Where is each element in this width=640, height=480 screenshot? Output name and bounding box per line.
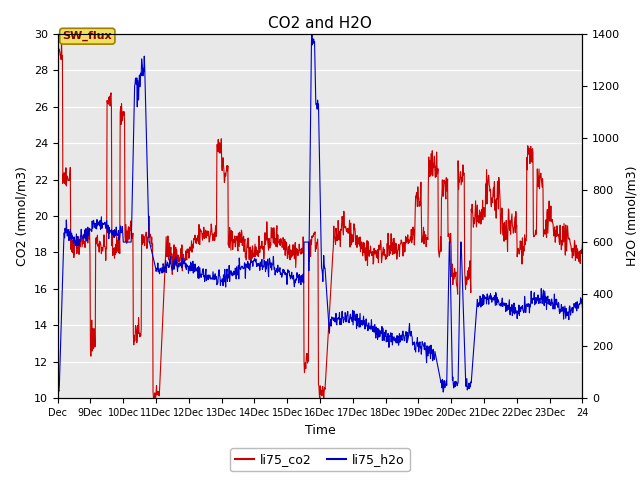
X-axis label: Time: Time	[305, 424, 335, 437]
Title: CO2 and H2O: CO2 and H2O	[268, 16, 372, 31]
Y-axis label: H2O (mmol/m3): H2O (mmol/m3)	[626, 166, 639, 266]
Legend: li75_co2, li75_h2o: li75_co2, li75_h2o	[230, 448, 410, 471]
Text: SW_flux: SW_flux	[63, 31, 112, 41]
Y-axis label: CO2 (mmol/m3): CO2 (mmol/m3)	[15, 166, 28, 266]
